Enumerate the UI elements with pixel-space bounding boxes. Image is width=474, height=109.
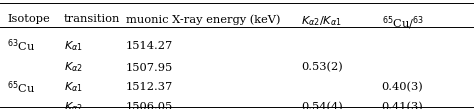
Text: $K_{\alpha 2}$: $K_{\alpha 2}$ bbox=[64, 100, 83, 109]
Text: $K_{\alpha 2}/K_{\alpha 1}$: $K_{\alpha 2}/K_{\alpha 1}$ bbox=[301, 14, 342, 28]
Text: 0.53(2): 0.53(2) bbox=[301, 62, 343, 73]
Text: $K_{\alpha 1}$: $K_{\alpha 1}$ bbox=[64, 39, 83, 53]
Text: 1514.27: 1514.27 bbox=[126, 41, 173, 51]
Text: muonic X-ray energy (keV): muonic X-ray energy (keV) bbox=[126, 14, 280, 25]
Text: 0.54(4): 0.54(4) bbox=[301, 102, 343, 109]
Text: 1512.37: 1512.37 bbox=[126, 82, 173, 92]
Text: transition: transition bbox=[64, 14, 120, 24]
Text: $K_{\alpha 2}$: $K_{\alpha 2}$ bbox=[64, 61, 83, 74]
Text: 1507.95: 1507.95 bbox=[126, 63, 173, 73]
Text: $^{65}$Cu: $^{65}$Cu bbox=[7, 79, 36, 95]
Text: 0.41(3): 0.41(3) bbox=[382, 102, 423, 109]
Text: 1506.05: 1506.05 bbox=[126, 102, 173, 109]
Text: $^{63}$Cu: $^{63}$Cu bbox=[7, 37, 36, 54]
Text: Isotope: Isotope bbox=[7, 14, 50, 24]
Text: $^{65}$Cu/$^{63}$: $^{65}$Cu/$^{63}$ bbox=[382, 14, 424, 32]
Text: $K_{\alpha 1}$: $K_{\alpha 1}$ bbox=[64, 80, 83, 94]
Text: 0.40(3): 0.40(3) bbox=[382, 82, 423, 92]
